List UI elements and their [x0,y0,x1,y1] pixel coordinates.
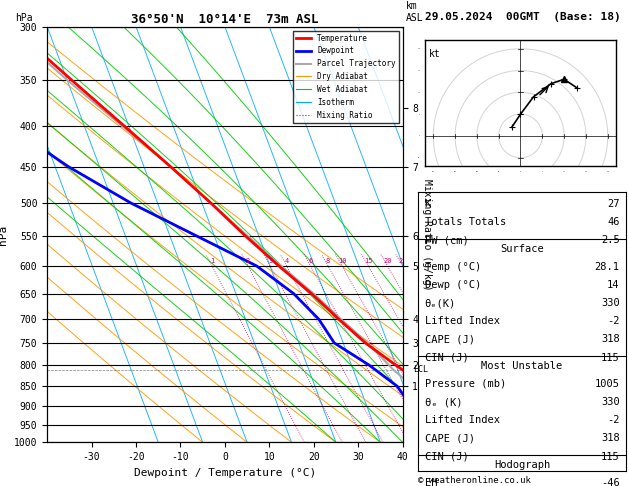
Text: 6: 6 [308,258,313,264]
Text: 2: 2 [246,258,250,264]
Text: 8: 8 [326,258,330,264]
Text: © weatheronline.co.uk: © weatheronline.co.uk [418,476,531,485]
Y-axis label: hPa: hPa [0,225,8,244]
Text: CIN (J): CIN (J) [425,352,468,363]
Legend: Temperature, Dewpoint, Parcel Trajectory, Dry Adiabat, Wet Adiabat, Isotherm, Mi: Temperature, Dewpoint, Parcel Trajectory… [292,31,399,122]
Text: 10: 10 [338,258,347,264]
Title: 36°50'N  10°14'E  73m ASL: 36°50'N 10°14'E 73m ASL [131,13,319,26]
Text: kt: kt [429,49,441,59]
Text: km
ASL: km ASL [406,1,424,22]
Text: 330: 330 [601,397,620,407]
Text: 25: 25 [398,258,407,264]
Text: K: K [425,199,431,209]
Text: θₑ (K): θₑ (K) [425,397,462,407]
Text: 115: 115 [601,451,620,462]
Text: θₑ(K): θₑ(K) [425,298,456,308]
Text: 27: 27 [607,199,620,209]
Text: 15: 15 [364,258,372,264]
Text: EH: EH [425,478,437,486]
Text: 46: 46 [607,217,620,227]
Text: -46: -46 [601,478,620,486]
Text: 318: 318 [601,334,620,345]
Text: 14: 14 [607,280,620,290]
Text: Hodograph: Hodograph [494,460,550,470]
Text: 318: 318 [601,434,620,443]
Text: 1005: 1005 [594,379,620,389]
Text: Lifted Index: Lifted Index [425,316,499,326]
X-axis label: Dewpoint / Temperature (°C): Dewpoint / Temperature (°C) [134,468,316,478]
Text: 28.1: 28.1 [594,261,620,272]
Text: Lifted Index: Lifted Index [425,415,499,425]
Text: Totals Totals: Totals Totals [425,217,506,227]
Text: Temp (°C): Temp (°C) [425,261,481,272]
Text: -2: -2 [607,415,620,425]
Y-axis label: Mixing Ratio (g/kg): Mixing Ratio (g/kg) [422,179,432,290]
Text: Dewp (°C): Dewp (°C) [425,280,481,290]
Text: 115: 115 [601,352,620,363]
Text: CAPE (J): CAPE (J) [425,334,474,345]
Text: 20: 20 [383,258,392,264]
Text: 330: 330 [601,298,620,308]
Text: LCL: LCL [413,365,428,374]
Text: PW (cm): PW (cm) [425,235,468,245]
Text: 2.5: 2.5 [601,235,620,245]
Text: -2: -2 [607,316,620,326]
Text: 3: 3 [268,258,272,264]
Text: hPa: hPa [15,13,33,22]
Text: CAPE (J): CAPE (J) [425,434,474,443]
Text: CIN (J): CIN (J) [425,451,468,462]
Text: 1: 1 [210,258,214,264]
Text: 4: 4 [284,258,289,264]
Text: Pressure (mb): Pressure (mb) [425,379,506,389]
Text: 29.05.2024  00GMT  (Base: 18): 29.05.2024 00GMT (Base: 18) [425,12,620,22]
Text: Surface: Surface [500,243,544,254]
Text: Most Unstable: Most Unstable [481,361,563,371]
